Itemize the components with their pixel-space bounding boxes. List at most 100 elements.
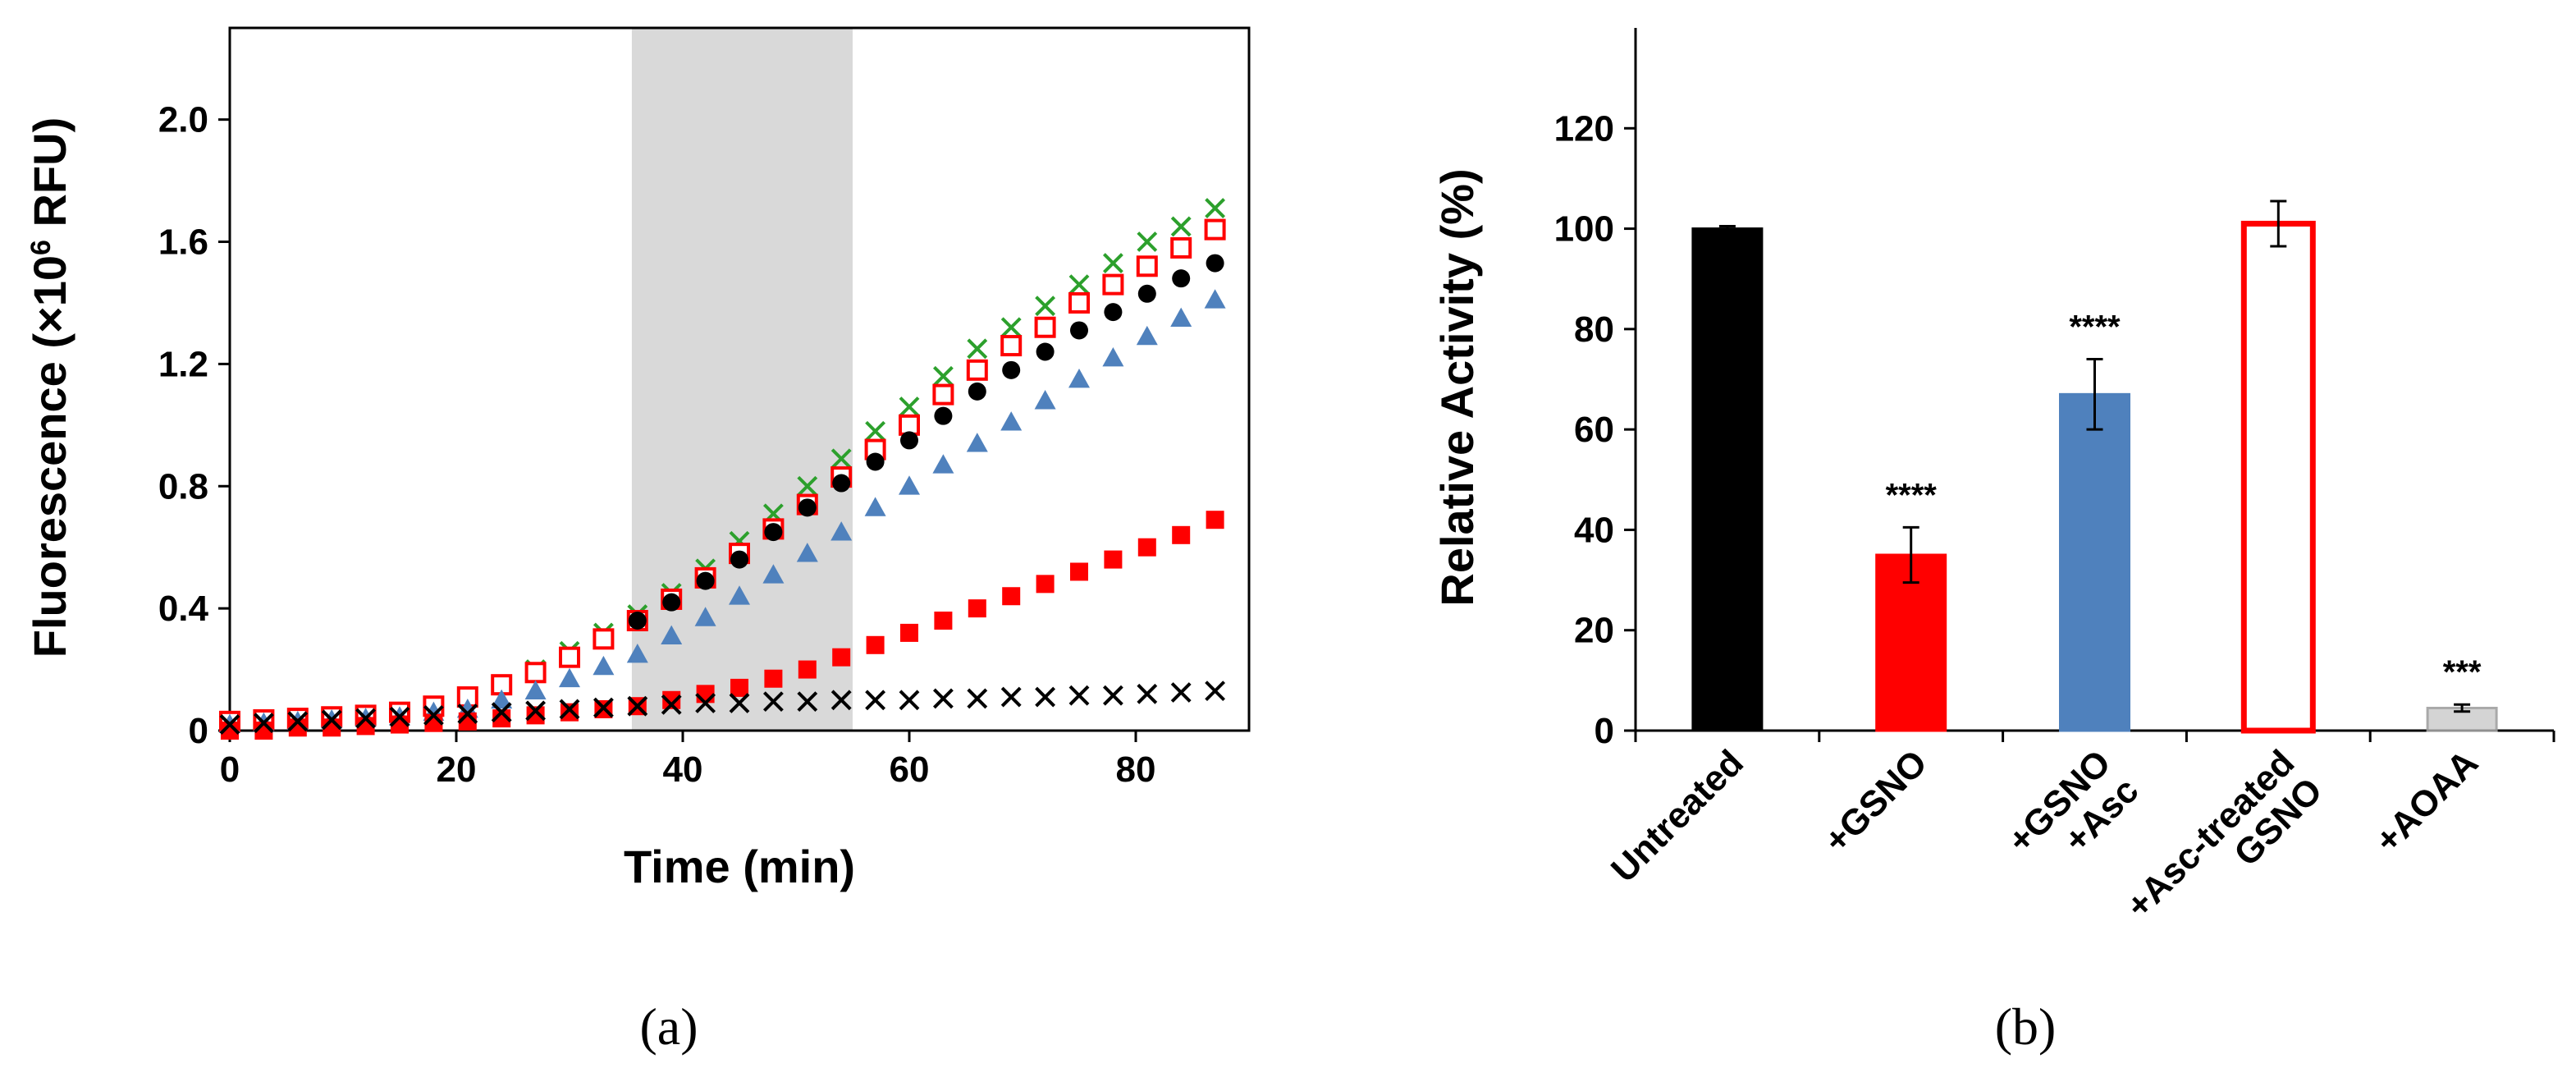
data-point-x-stroke bbox=[762, 691, 784, 713]
data-point-x bbox=[287, 711, 309, 732]
data-point-circle bbox=[1137, 284, 1156, 303]
data-point-filled-square bbox=[492, 709, 511, 728]
data-point-x bbox=[967, 338, 988, 360]
data-point-x bbox=[593, 697, 614, 718]
data-point-triangle bbox=[1170, 307, 1192, 327]
data-point-x bbox=[1170, 216, 1192, 237]
y-tick-label: 0.4 bbox=[158, 589, 209, 629]
data-point-x bbox=[1035, 686, 1056, 708]
x-tick-label: 0 bbox=[220, 749, 240, 790]
data-point-x-stroke bbox=[321, 709, 342, 731]
panel-a-scatter-chart: 0 20 40 60 80 0 0.4 0.8 1.2 1.6 2.0 Time (min) Flu… bbox=[24, 26, 1251, 1056]
data-point-triangle bbox=[694, 607, 716, 626]
y-axis-title-b: Relative Activity (%) bbox=[1431, 168, 1483, 606]
data-point-triangle bbox=[524, 680, 547, 700]
x-axis-title-a: Time (min) bbox=[624, 841, 855, 892]
data-point-triangle bbox=[830, 521, 853, 541]
data-point-x bbox=[1068, 685, 1090, 706]
data-point-x-stroke bbox=[1137, 683, 1158, 704]
data-point-circle bbox=[1002, 360, 1021, 379]
data-point-x-stroke bbox=[967, 688, 988, 709]
y-axis-title-a: Fluorescence (×106 RFU) bbox=[24, 117, 75, 658]
data-point-filled-square bbox=[221, 722, 239, 740]
data-point-filled-square bbox=[526, 706, 545, 725]
data-point-x-stroke bbox=[1205, 681, 1226, 702]
data-point-x-stroke bbox=[1102, 253, 1123, 273]
data-point-x-stroke bbox=[593, 697, 614, 718]
data-point-x-stroke bbox=[1000, 317, 1022, 338]
data-point-triangle bbox=[1136, 325, 1158, 346]
data-point-x bbox=[899, 690, 920, 711]
data-point-circle bbox=[1036, 342, 1055, 361]
category-label: +GSNO+Asc bbox=[2000, 742, 2146, 888]
data-point-x-stroke bbox=[865, 420, 886, 442]
data-point-circle bbox=[1104, 303, 1123, 322]
data-point-open-square bbox=[932, 383, 954, 406]
data-point-x-stroke bbox=[1035, 296, 1056, 317]
data-point-x bbox=[253, 713, 274, 734]
data-point-x bbox=[1068, 274, 1090, 296]
significance-label: **** bbox=[1886, 477, 1938, 513]
data-point-x bbox=[695, 693, 716, 713]
data-point-x-stroke bbox=[627, 695, 648, 717]
data-point-circle bbox=[934, 406, 953, 425]
bar bbox=[2426, 706, 2498, 732]
data-point-triangle bbox=[1102, 346, 1124, 367]
data-point-triangle bbox=[966, 433, 988, 452]
data-point-circle bbox=[1070, 321, 1088, 340]
data-point-triangle bbox=[1034, 390, 1056, 410]
data-point-x-stroke bbox=[1068, 274, 1090, 296]
data-point-x bbox=[355, 708, 377, 729]
y-tick-label: 2.0 bbox=[158, 100, 208, 140]
data-point-open-square bbox=[1170, 236, 1192, 259]
data-point-x-stroke bbox=[797, 475, 818, 497]
data-point-x-stroke bbox=[932, 365, 954, 387]
data-point-x-stroke bbox=[457, 704, 478, 724]
bar bbox=[1875, 553, 1947, 732]
y-tick-label: 100 bbox=[1554, 209, 1614, 250]
data-point-circle bbox=[730, 550, 748, 569]
data-point-x bbox=[661, 694, 682, 715]
data-point-x bbox=[1205, 681, 1226, 702]
data-point-x-stroke bbox=[1000, 686, 1022, 708]
y-axis-title-a-pre: Fluorescence (×10 bbox=[24, 255, 75, 658]
y-axis-title-a-post: RFU) bbox=[24, 117, 75, 240]
data-point-x-stroke bbox=[1102, 685, 1123, 706]
data-point-triangle bbox=[932, 454, 954, 474]
y-tick-label: 1.2 bbox=[158, 344, 208, 384]
data-point-x-stroke bbox=[1205, 198, 1226, 218]
y-tick-label: 40 bbox=[1574, 510, 1614, 550]
data-point-open-square bbox=[524, 662, 547, 684]
data-point-x-stroke bbox=[423, 704, 444, 726]
data-point-open-square bbox=[1068, 291, 1090, 314]
data-point-x-stroke bbox=[695, 693, 716, 713]
category-label: +AOAA bbox=[2368, 742, 2486, 860]
data-point-open-square bbox=[966, 359, 988, 381]
data-point-x-stroke bbox=[797, 691, 818, 713]
data-point-triangle bbox=[729, 585, 750, 605]
data-point-filled-square bbox=[1070, 562, 1088, 581]
axis-ticks-a: 0 20 40 60 80 0 0.4 0.8 1.2 1.6 2.0 bbox=[158, 100, 1156, 790]
data-point-filled-square bbox=[900, 623, 918, 642]
data-point-circle bbox=[866, 452, 885, 471]
data-point-filled-square bbox=[798, 660, 817, 679]
category-labels-b: Untreated +GSNO +GSNO+Asc+Asc-treatedGSNO +… bbox=[1604, 742, 2486, 926]
bar bbox=[2240, 220, 2316, 734]
category-label: Untreated bbox=[1604, 742, 1751, 890]
data-point-x-stroke bbox=[1170, 216, 1192, 237]
data-point-triangle bbox=[559, 667, 580, 688]
bar bbox=[2059, 392, 2130, 732]
x-tick-label: 40 bbox=[663, 749, 703, 790]
y-tick-label: 20 bbox=[1574, 611, 1614, 651]
data-point-triangle bbox=[864, 497, 886, 516]
data-point-x bbox=[797, 475, 818, 497]
data-point-triangle bbox=[1068, 369, 1090, 388]
data-point-x bbox=[967, 688, 988, 709]
data-point-x bbox=[219, 714, 240, 735]
data-point-circle bbox=[662, 593, 681, 612]
data-point-x-stroke bbox=[1137, 231, 1158, 252]
data-point-x bbox=[423, 704, 444, 726]
data-point-circle bbox=[832, 474, 851, 493]
